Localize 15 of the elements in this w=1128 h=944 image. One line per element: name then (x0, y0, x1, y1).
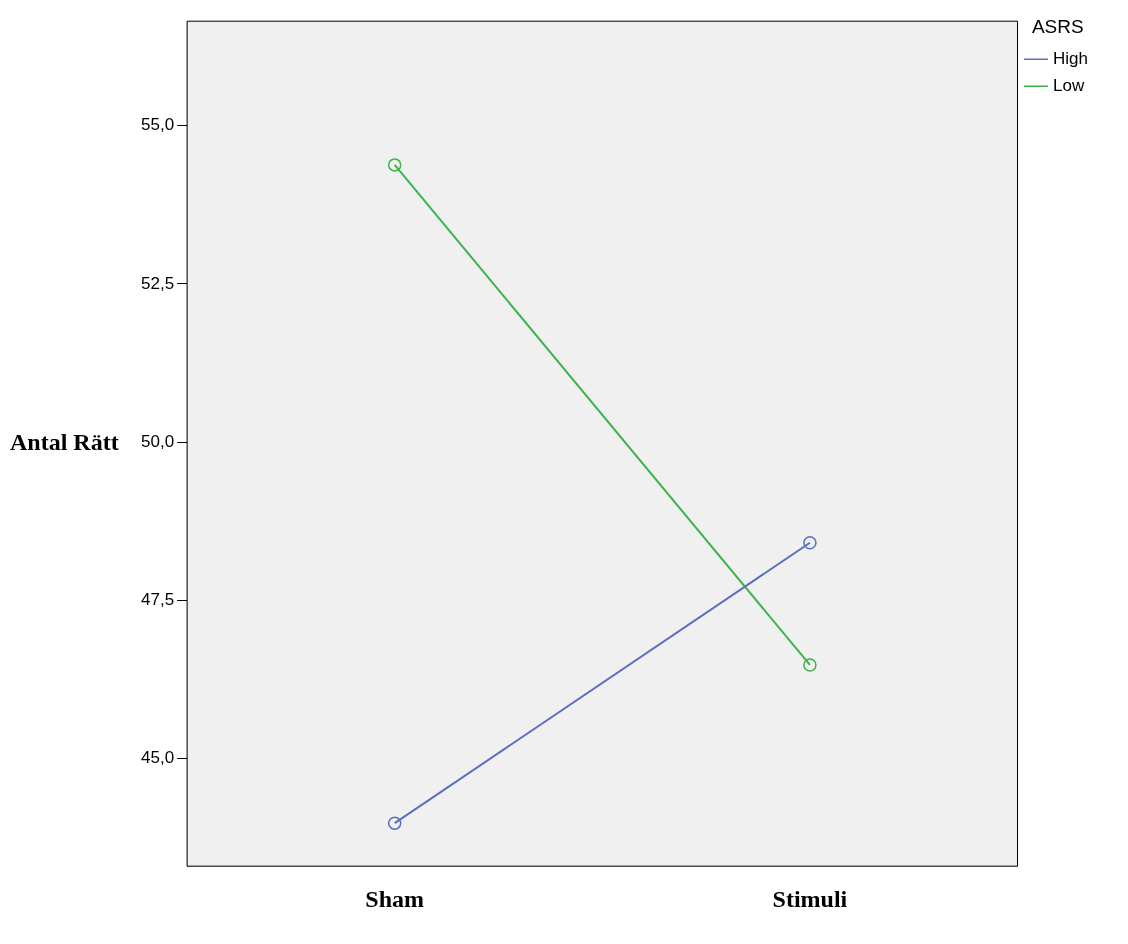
legend-label: High (1053, 48, 1089, 68)
y-tick-label: 45,0 (140, 748, 175, 768)
x-tick-label: Stimuli (772, 885, 848, 912)
y-axis-title: Antal Rätt (10, 428, 119, 455)
point (387, 816, 402, 830)
y-tick-label: 55,0 (140, 115, 175, 135)
point (803, 536, 817, 550)
y-tick-label: 47,5 (140, 590, 175, 610)
legend-title: ASRS (1031, 15, 1084, 37)
y-tick-label: 50,0 (140, 431, 175, 451)
point (387, 158, 402, 172)
legend-label: Low (1053, 75, 1085, 95)
point (803, 658, 817, 672)
y-tick-label: 52,5 (140, 273, 175, 293)
x-tick-label: Sham (365, 885, 425, 912)
